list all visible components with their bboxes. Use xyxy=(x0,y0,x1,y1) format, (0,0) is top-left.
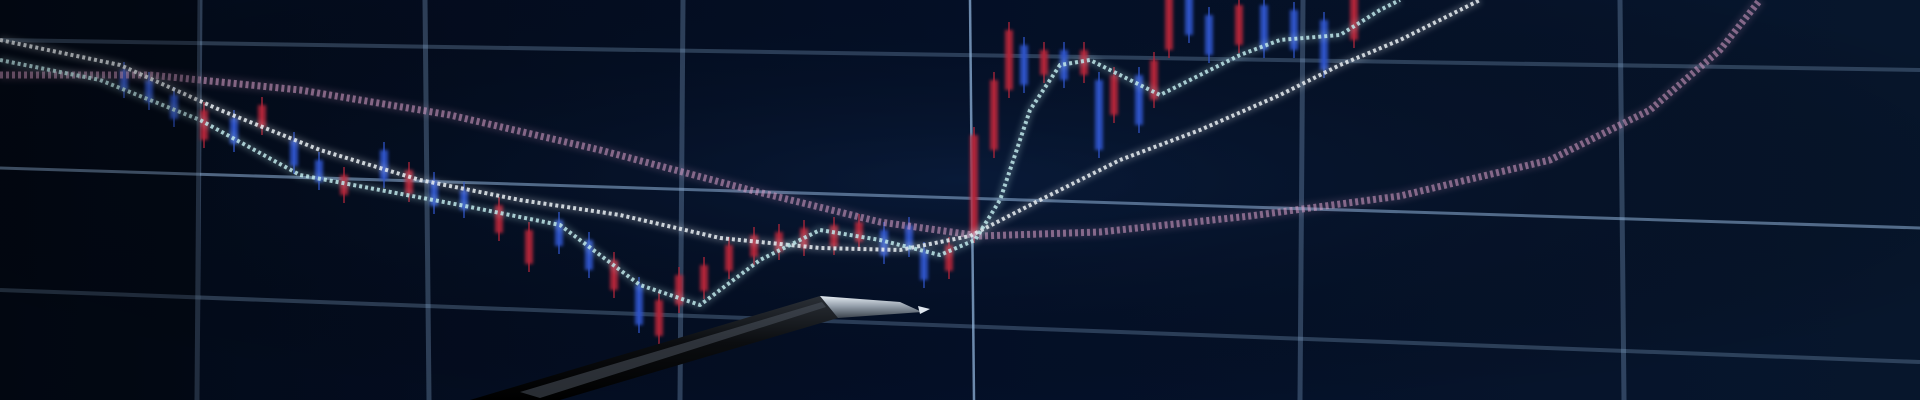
candle-body xyxy=(920,250,928,280)
grid-vertical-line xyxy=(677,0,686,400)
candle-body xyxy=(945,245,953,271)
candle-body xyxy=(1350,0,1358,40)
candle-body xyxy=(1005,30,1013,90)
pen-highlight xyxy=(520,302,826,398)
candle-body xyxy=(380,150,388,180)
grid-horizontal-line xyxy=(0,288,1920,364)
grid-vertical-line xyxy=(1617,0,1627,400)
candle-body xyxy=(635,285,643,325)
candle-body xyxy=(905,225,913,249)
grid-vertical-line xyxy=(194,0,203,400)
candle-body xyxy=(258,105,266,127)
candle-body xyxy=(555,220,563,246)
pen-icon xyxy=(470,296,930,400)
candle-body xyxy=(170,95,178,119)
candle-body xyxy=(1205,15,1213,55)
candle-body xyxy=(675,275,683,305)
candle-body xyxy=(1235,5,1243,45)
moving-average-lines xyxy=(0,0,1765,309)
candle-body xyxy=(430,180,438,206)
candle-body xyxy=(315,160,323,182)
candle-body xyxy=(525,230,533,264)
candle-body xyxy=(990,80,998,150)
pen-tip xyxy=(820,296,922,318)
pen-body xyxy=(470,296,838,400)
candle-body xyxy=(1040,50,1048,75)
candle-body xyxy=(880,230,888,256)
candle-body xyxy=(700,265,708,291)
candle-body xyxy=(1260,5,1268,50)
grid-vertical-line xyxy=(422,0,432,400)
candle-body xyxy=(1110,75,1118,115)
candlestick-series xyxy=(120,0,1358,344)
vignette-left xyxy=(0,0,200,400)
candle-body xyxy=(230,118,238,144)
candle-body xyxy=(1150,60,1158,100)
candle-body xyxy=(1020,45,1028,85)
candle-body xyxy=(145,80,153,102)
candle-body xyxy=(495,205,503,233)
moving-average-line xyxy=(0,0,1763,240)
candle-body xyxy=(200,110,208,140)
candle-body xyxy=(585,240,593,270)
candle-body xyxy=(1135,75,1143,125)
candle-body xyxy=(290,140,298,166)
candle-body xyxy=(970,135,978,235)
candle-body xyxy=(830,225,838,247)
candle-body xyxy=(120,70,128,90)
candle-body xyxy=(1290,10,1298,50)
candle-body xyxy=(1185,0,1193,35)
grid-horizontal-line xyxy=(0,38,1920,72)
candle-body xyxy=(1165,0,1173,50)
candle-body xyxy=(405,170,413,194)
candle-body xyxy=(775,232,783,252)
candle-body xyxy=(655,300,663,336)
candle-body xyxy=(725,245,733,271)
moving-average-line xyxy=(0,0,1481,252)
candle-body xyxy=(460,190,468,210)
grid-vertical-line xyxy=(1297,0,1306,400)
candle-body xyxy=(1320,20,1328,70)
candle-body xyxy=(610,260,618,290)
moving-average-line xyxy=(0,0,1401,307)
pen-point xyxy=(918,306,930,314)
candle-body xyxy=(1095,80,1103,150)
candle-body xyxy=(750,235,758,257)
candle-body xyxy=(855,222,863,242)
